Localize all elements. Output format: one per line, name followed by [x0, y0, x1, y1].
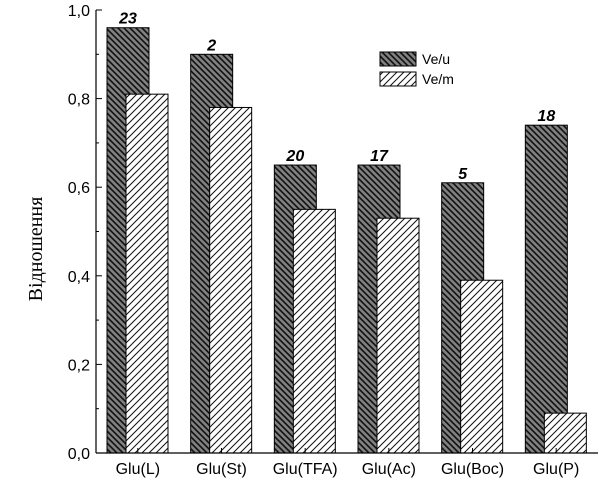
bar-ve-m-5: [543, 412, 587, 454]
x-tick-label: Glu(P): [533, 461, 579, 478]
bar-ve-u-5: [524, 124, 568, 454]
y-tick-label: 0,4: [68, 269, 90, 286]
bar-ve-m-4: [460, 279, 504, 454]
bar-annotation: 5: [458, 166, 468, 183]
x-tick-label: Glu(St): [196, 461, 247, 478]
x-tick-label: Glu(Boc): [441, 461, 504, 478]
y-tick-label: 0,0: [68, 446, 90, 463]
bar-ve-m-2: [292, 208, 336, 454]
bar-annotation: 2: [206, 37, 216, 54]
y-tick-label: 0,6: [68, 180, 90, 197]
bar-annotation: 20: [285, 148, 304, 165]
legend-label-ve-m: Ve/m: [422, 71, 454, 87]
bar-ve-m-0: [125, 93, 169, 454]
y-tick-label: 0,2: [68, 357, 90, 374]
x-tick-label: Glu(TFA): [273, 461, 338, 478]
bars-layer: 23 2 20 17 5 18: [106, 11, 587, 454]
axes-layer: 0,0 0,2 0,4 0,6 0,8 1,0 Glu(L) Glu(St) Glu(TFA) G…: [68, 3, 598, 478]
legend: Ve/u Ve/m: [379, 51, 454, 87]
bar-ve-m-1: [209, 106, 253, 454]
bar-annotation: 18: [537, 108, 555, 125]
bar-annotation: 23: [118, 11, 137, 28]
y-axis-label: Відношення: [25, 197, 47, 302]
x-tick-label: Glu(Ac): [362, 461, 416, 478]
legend-swatch-ve-m: [379, 71, 417, 87]
y-tick-label: 0,8: [68, 92, 90, 109]
x-tick-label: Glu(L): [116, 461, 160, 478]
bar-ve-m-3: [376, 217, 420, 454]
legend-swatch-ve-u: [379, 51, 417, 67]
bar-annotation: 17: [370, 148, 389, 165]
legend-label-ve-u: Ve/u: [422, 51, 450, 67]
y-tick-label: 1,0: [68, 3, 90, 20]
